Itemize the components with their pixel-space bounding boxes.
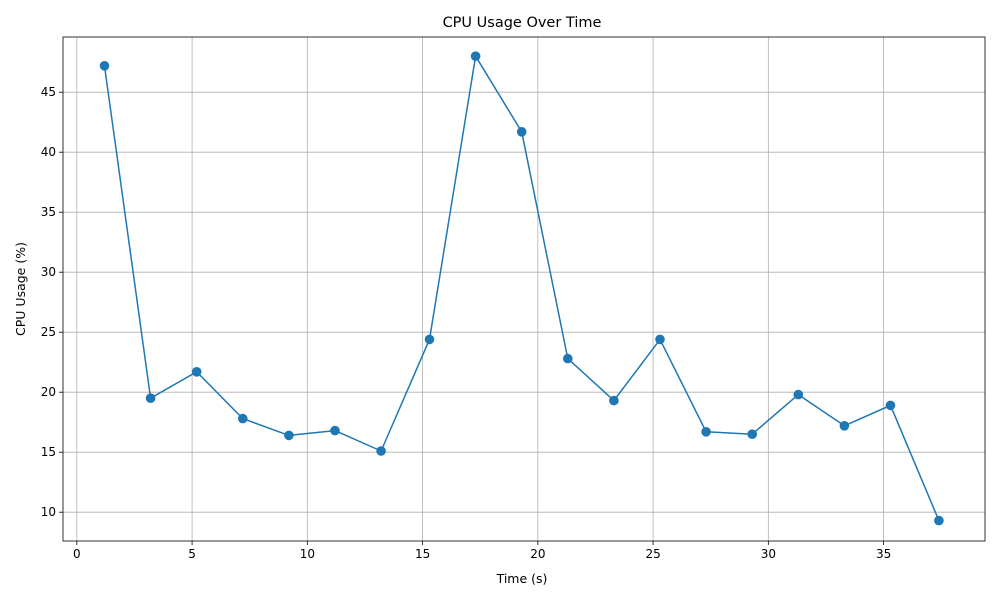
grid [63,37,985,541]
data-point [376,446,386,456]
x-tick-label: 25 [645,547,660,561]
data-point [562,353,573,364]
data-point [839,421,850,431]
y-tick-label: 45 [41,85,56,99]
data-point [655,334,665,345]
data-point [191,367,202,377]
data-point [516,127,527,137]
chart-title: CPU Usage Over Time [443,15,602,31]
x-tick-label: 35 [876,547,891,561]
x-ticks: 0 5 10 15 20 25 30 35 [73,541,891,561]
y-tick-label: 40 [41,145,56,159]
y-tick-label: 25 [41,325,56,339]
x-tick-label: 30 [761,547,776,561]
x-tick-label: 5 [188,547,196,561]
x-tick-label: 0 [73,547,81,561]
data-point [470,51,481,62]
y-ticks: 10 15 20 25 30 35 40 45 [41,85,63,519]
series [99,51,944,526]
data-point [934,515,944,526]
data-point [885,400,896,411]
data-point [747,429,757,440]
x-tick-label: 10 [300,547,315,561]
y-tick-label: 20 [41,385,56,399]
plot-frame [62,36,986,542]
data-point [284,430,294,441]
y-tick-label: 15 [41,445,56,459]
x-tick-label: 20 [530,547,545,561]
x-axis-label: Time (s) [496,571,548,586]
axes [62,36,986,542]
data-point [609,395,619,406]
data-point [330,425,340,436]
series-line [103,55,940,521]
data-point [145,393,156,404]
y-axis-label: CPU Usage (%) [13,242,28,336]
y-tick-label: 10 [41,505,56,519]
data-point [237,413,248,424]
data-point [424,334,435,345]
x-tick-label: 15 [415,547,430,561]
data-point [99,61,110,71]
y-tick-label: 35 [41,205,56,219]
y-tick-label: 30 [41,265,56,279]
data-point [793,389,804,400]
data-point [701,427,711,437]
